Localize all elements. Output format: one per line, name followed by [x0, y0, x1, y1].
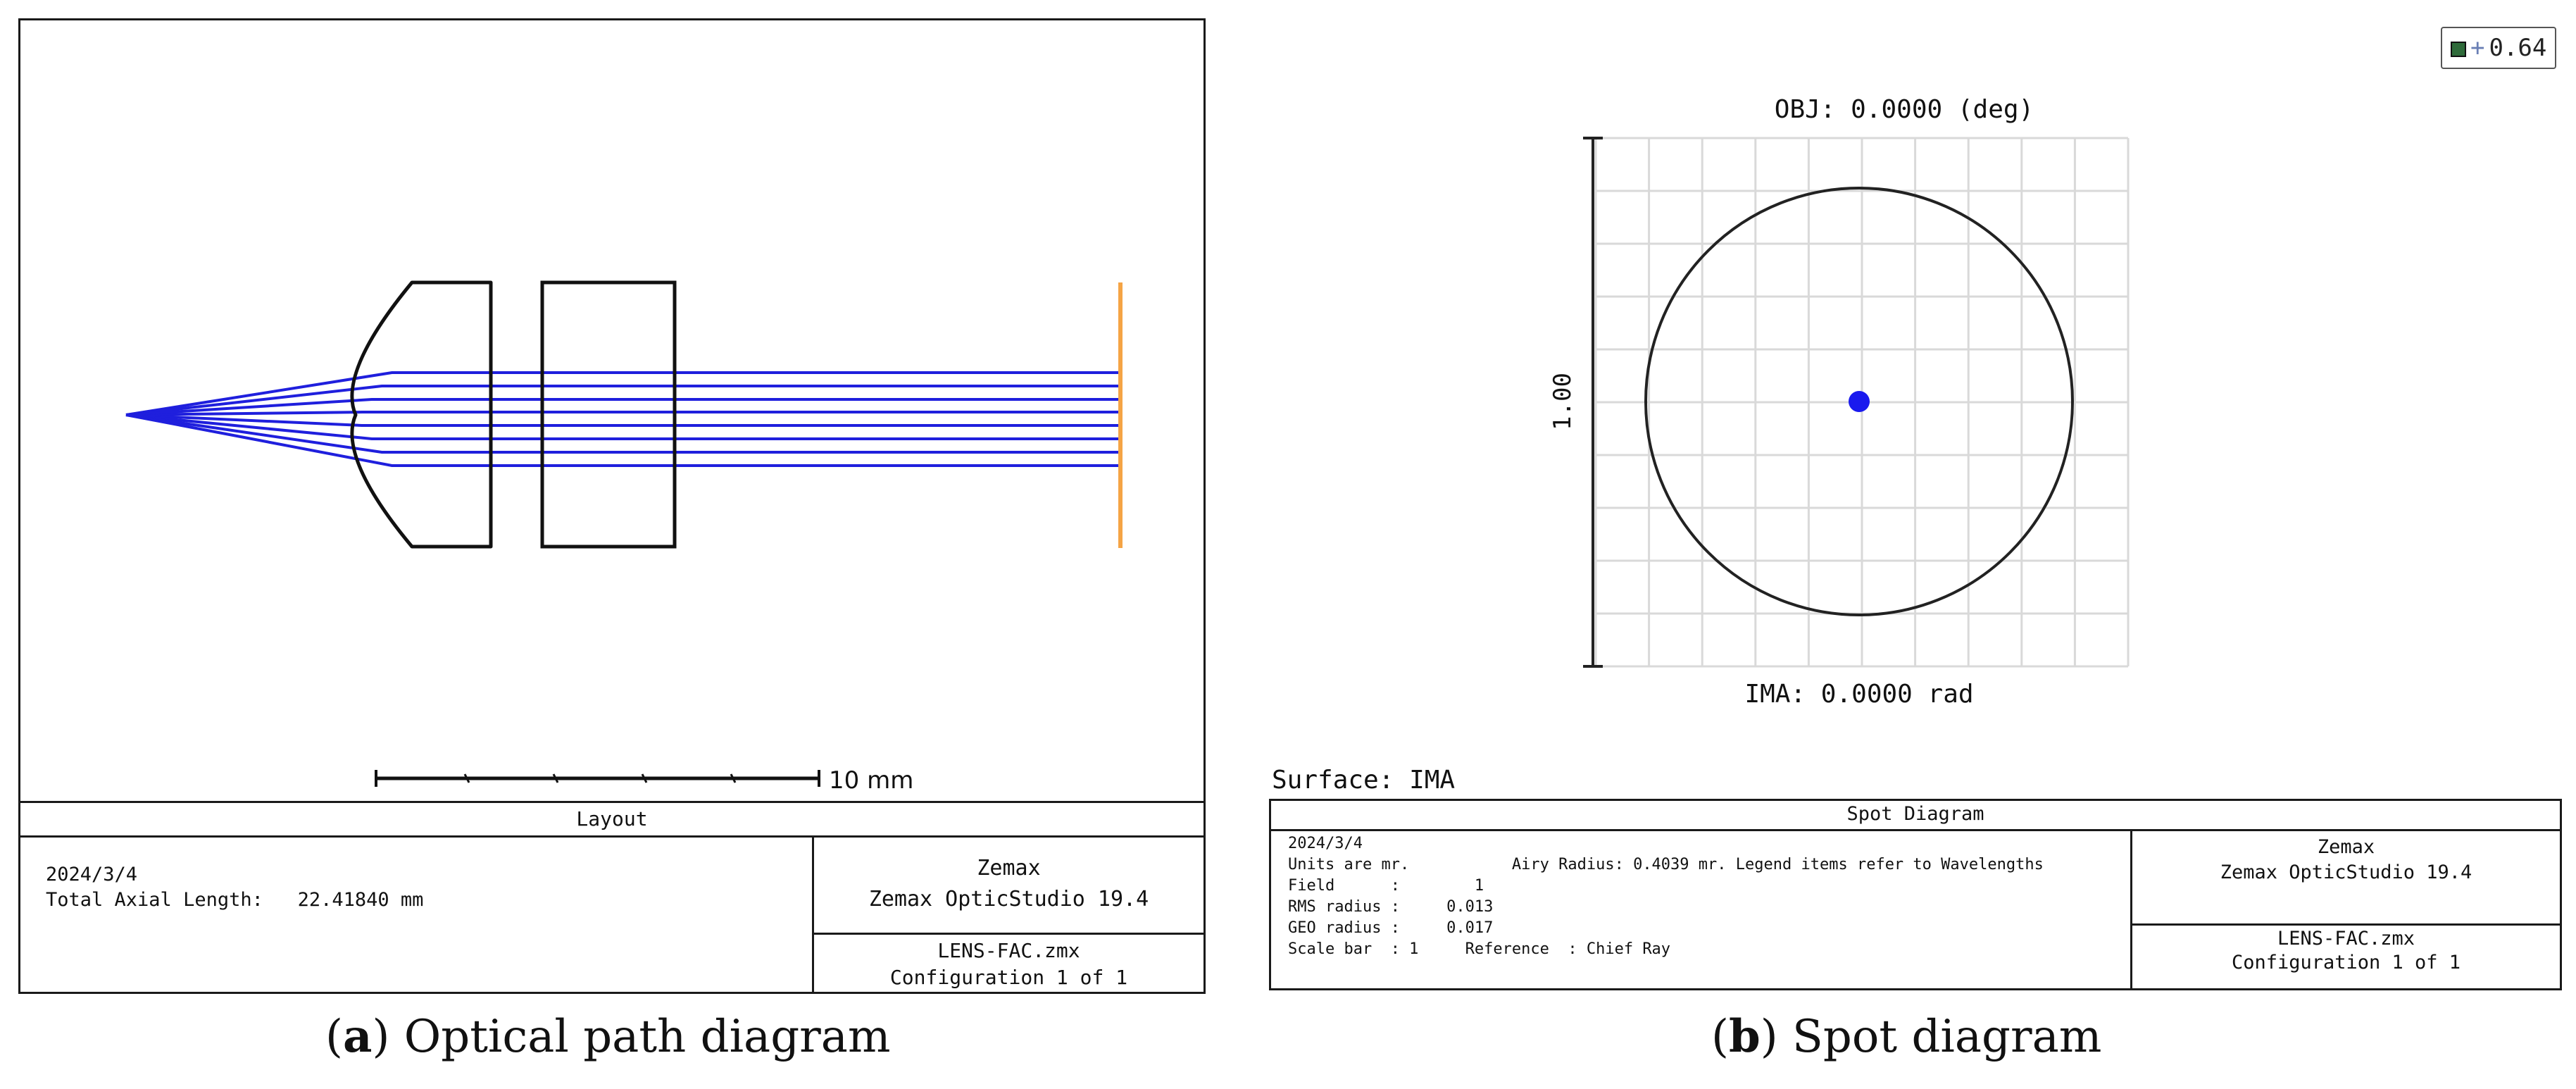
spot-scale-label: 1.00 [1549, 373, 1577, 430]
configuration: Configuration 1 of 1 [889, 966, 1128, 989]
software-name: Zemax OpticStudio 19.4 [868, 887, 1149, 911]
spot-date: 2024/3/4 [1288, 835, 1363, 852]
configuration: Configuration 1 of 1 [2231, 952, 2461, 973]
ray-2 [125, 385, 1120, 416]
lens-element-1 [350, 280, 493, 549]
ray-6 [125, 413, 1120, 440]
caption-a-letter: a [342, 1010, 373, 1063]
scale-bar [375, 770, 820, 787]
scale-bar-line: Scale bar : 1 Reference : Chief Ray [1288, 940, 1671, 958]
layout-footer-software: Zemax Zemax OpticStudio 19.4 LENS-FAC.zm… [812, 838, 1203, 992]
ray-5 [125, 413, 1120, 427]
image-icon [2451, 41, 2466, 57]
layout-footer-info: 2024/3/4 Total Axial Length: 22.41840 mm [46, 862, 423, 913]
surface-label: Surface: IMA [1272, 766, 1456, 795]
image-field-label: IMA: 0.0000 rad [1744, 680, 1973, 709]
software-name: Zemax OpticStudio 19.4 [2220, 861, 2472, 883]
optical-layout-plot: 10 mm [125, 280, 1123, 795]
ray-1 [125, 371, 1120, 416]
zoom-value: 0.64 [2489, 34, 2547, 62]
layout-footer-title: Layout [20, 801, 1203, 838]
spot-footer-title: Spot Diagram [1271, 801, 2560, 831]
ray-4 [125, 411, 1120, 416]
geo-radius-line: GEO radius : 0.017 [1288, 919, 1494, 937]
units-line: Units are mr. Airy Radius: 0.4039 mr. Le… [1288, 856, 2044, 873]
file-name: LENS-FAC.zmx [937, 939, 1080, 962]
lens-element-2 [540, 280, 677, 549]
caption-b: (b) Spot diagram [1711, 1010, 2102, 1063]
caption-a-text: Optical path diagram [389, 1011, 891, 1063]
rms-radius-line: RMS radius : 0.013 [1288, 898, 1494, 916]
airy-disk-circle [1644, 187, 2074, 616]
caption-a: (a) Optical path diagram [325, 1010, 891, 1063]
ray-7 [125, 413, 1120, 454]
spot-footer-info: 2024/3/4 Units are mr. Airy Radius: 0.40… [1288, 833, 2044, 960]
layout-panel: 10 mm Layout 2024/3/4 Total Axial Length… [18, 18, 1206, 994]
software-company: Zemax [977, 856, 1041, 880]
spot-diagram-plot: OBJ: 0.0000 (deg) 1.00 IMA: 0.0000 rad [1549, 95, 2130, 709]
software-company: Zemax [2317, 836, 2375, 858]
field-line: Field : 1 [1288, 877, 1484, 895]
ray-3 [125, 398, 1120, 416]
spot-footer-software: Zemax Zemax OpticStudio 19.4 LENS-FAC.zm… [2130, 829, 2560, 988]
scale-bar-label: 10 mm [829, 766, 913, 795]
plus-icon: + [2470, 34, 2485, 62]
ray-8 [125, 413, 1120, 467]
spot-centroid [1849, 391, 1870, 412]
caption-b-letter: b [1728, 1010, 1761, 1063]
object-field-label: OBJ: 0.0000 (deg) [1775, 95, 2034, 124]
file-name: LENS-FAC.zmx [2277, 928, 2415, 950]
zoom-indicator[interactable]: +0.64 [2441, 27, 2557, 69]
layout-date: 2024/3/4 [46, 864, 138, 885]
ray-bundle [125, 371, 1120, 467]
total-axial-length: Total Axial Length: 22.41840 mm [46, 889, 424, 911]
caption-b-text: Spot diagram [1777, 1011, 2102, 1063]
spot-footer: Spot Diagram 2024/3/4 Units are mr. Airy… [1269, 799, 2562, 990]
